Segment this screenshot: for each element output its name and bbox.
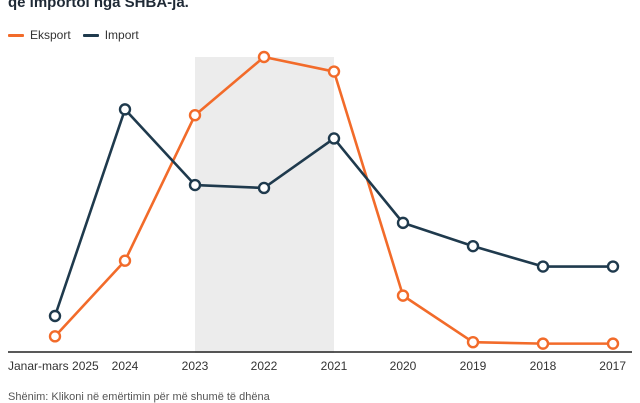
- data-point-export: [466, 335, 480, 349]
- data-point-import: [606, 260, 620, 273]
- x-tick-label: 2019: [460, 359, 487, 373]
- data-point-import: [396, 216, 410, 230]
- data-point-export: [396, 289, 410, 302]
- highlight-band: [195, 57, 334, 353]
- x-tick-label: Janar-mars 2025: [8, 359, 99, 373]
- x-tick-label: 2018: [530, 359, 557, 373]
- x-tick-label: 2017: [599, 359, 626, 373]
- legend-item-export[interactable]: Eksport: [8, 28, 71, 42]
- x-tick-label: 2021: [321, 359, 348, 373]
- data-point-import: [327, 132, 341, 145]
- x-tick-label: 2020: [390, 359, 417, 373]
- data-point-import: [188, 178, 202, 192]
- x-tick-label: 2022: [251, 359, 278, 373]
- x-tick-label: 2024: [112, 359, 139, 373]
- legend-swatch-export: [8, 33, 24, 37]
- data-point-export: [536, 337, 550, 350]
- data-point-export: [48, 330, 62, 343]
- data-point-import: [48, 309, 62, 323]
- legend-item-import[interactable]: Import: [82, 28, 139, 42]
- data-point-import: [118, 103, 132, 116]
- x-tick-label: 2023: [182, 359, 209, 373]
- data-point-import: [257, 181, 271, 195]
- data-point-import: [466, 239, 480, 253]
- data-point-export: [606, 337, 620, 350]
- legend-label-export: Eksport: [30, 28, 71, 42]
- legend-swatch-import: [82, 33, 99, 37]
- data-point-export: [257, 50, 271, 64]
- legend-label-import: Import: [104, 28, 139, 42]
- chart-legend: Eksport Import: [8, 28, 139, 42]
- data-point-export: [327, 65, 341, 78]
- data-point-export: [188, 108, 202, 122]
- data-point-import: [536, 260, 550, 273]
- data-point-export: [118, 254, 132, 267]
- chart-subtitle: që importoi nga SHBA-ja.: [8, 0, 189, 11]
- chart-note: Shënim: Klikoni në emërtimin për më shum…: [8, 391, 270, 403]
